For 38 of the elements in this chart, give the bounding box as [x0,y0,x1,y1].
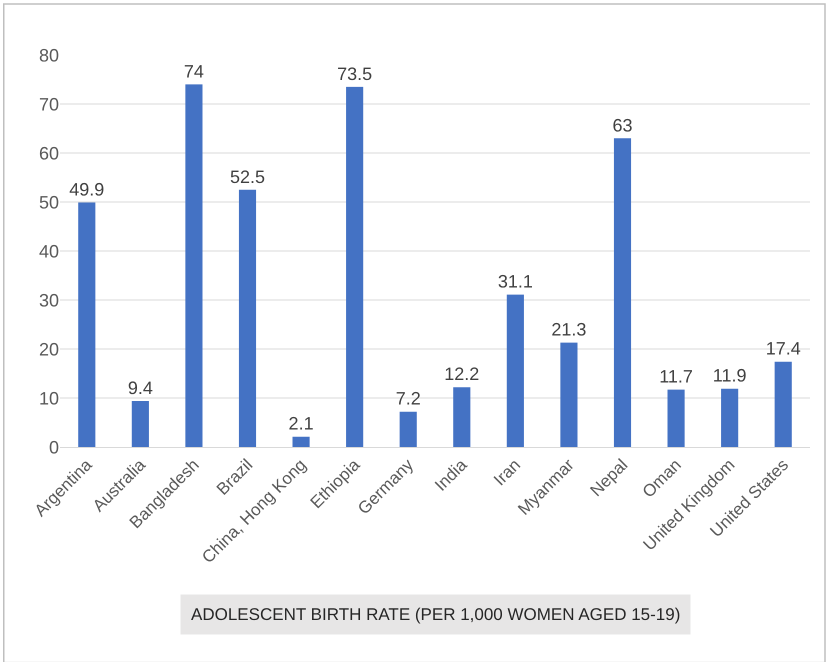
bar [292,436,310,447]
bar [78,202,96,447]
bar [721,388,738,447]
data-label: 73.5 [337,64,372,84]
data-label: 31.1 [498,272,533,292]
bar [400,412,417,447]
bar [614,138,632,447]
bar [185,84,202,447]
y-tick-label: 30 [38,290,59,310]
y-tick-label: 60 [38,143,59,164]
bar [668,390,685,447]
data-label: 49.9 [69,179,104,200]
bar [132,400,149,447]
bar [346,86,364,447]
bar [774,362,792,447]
data-label: 17.4 [766,338,801,359]
y-tick-label: 70 [38,94,59,114]
data-label: 21.3 [551,320,586,340]
y-tick-label: 40 [38,241,59,262]
data-label: 9.4 [128,378,153,398]
data-label: 63 [612,115,633,136]
y-tick-label: 80 [38,45,59,66]
y-tick-label: 0 [48,437,59,458]
data-label: 11.7 [659,366,693,387]
y-tick-label: 50 [38,192,59,212]
data-label: 52.5 [230,166,266,187]
x-axis-title: ADOLESCENT BIRTH RATE (PER 1,000 WOMEN AGED 15-19) [191,605,680,624]
y-tick-label: 10 [38,388,59,408]
data-label: 7.2 [396,388,421,409]
bar [506,294,524,447]
data-label: 12.2 [444,364,480,384]
data-label: 2.1 [288,414,314,434]
bar [453,387,470,447]
data-label: 74 [184,61,204,82]
y-tick-label: 20 [38,339,59,360]
bar [560,342,578,447]
data-label: 11.9 [712,366,746,386]
bar [238,190,256,447]
